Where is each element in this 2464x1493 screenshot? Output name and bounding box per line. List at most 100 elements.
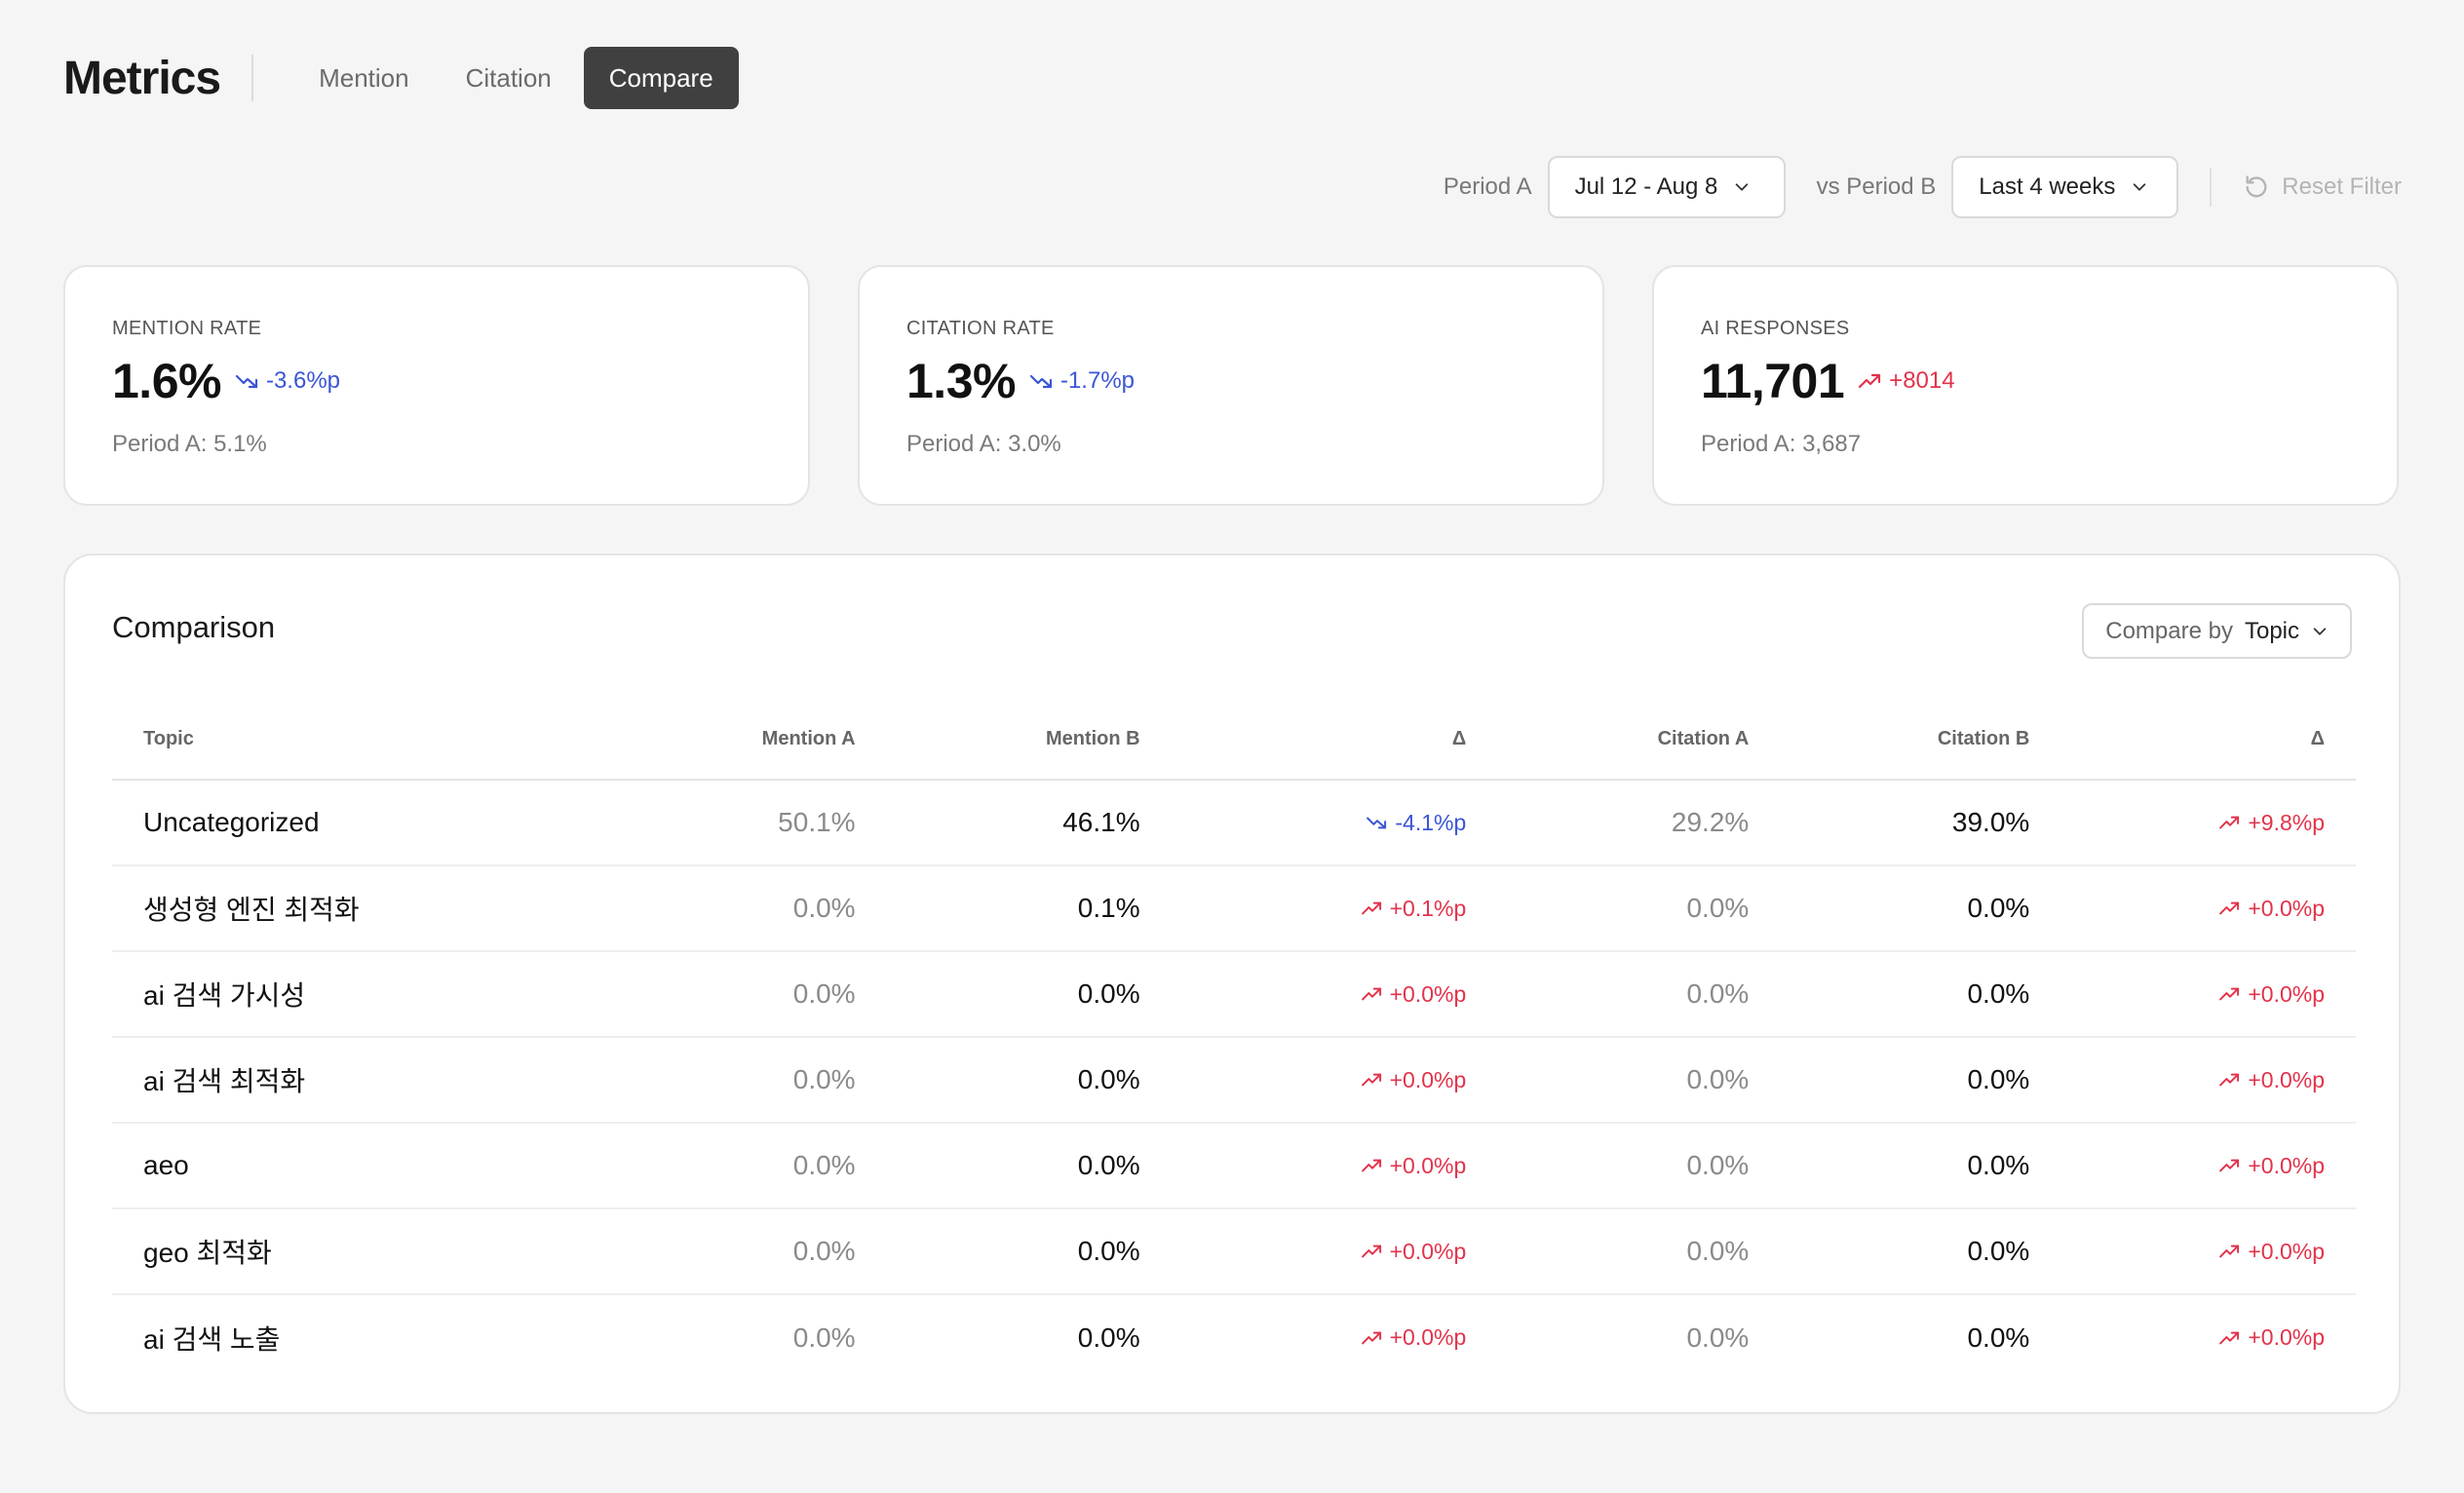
table-row[interactable]: ai 검색 노출 0.0% 0.0% +0.0%p 0.0% 0.0% +0.0%p: [112, 1294, 2356, 1380]
table-row[interactable]: geo 최적화 0.0% 0.0% +0.0%p 0.0% 0.0% +0.0%p: [112, 1208, 2356, 1295]
header: Metrics Mention Citation Compare: [63, 47, 739, 109]
cell-mention-b: 0.0%: [1077, 1321, 1140, 1353]
kpi-sub: Period A: 3,687: [1701, 431, 1862, 457]
delta-value: +0.0%p: [1389, 1238, 1467, 1264]
column-header-mention-a[interactable]: Mention A: [618, 700, 856, 781]
filter-bar: Period A Jul 12 - Aug 8 vs Period B Last…: [1444, 156, 2402, 218]
delta-badge: -4.1%p: [1366, 810, 1466, 836]
kpi-sub: Period A: 3.0%: [906, 431, 1061, 457]
period-a-select[interactable]: Jul 12 - Aug 8: [1547, 156, 1786, 218]
kpi-delta: -3.6%p: [235, 367, 340, 395]
compare-by-select[interactable]: Compare by Topic: [2082, 603, 2352, 659]
cell-mention-delta: +0.0%p: [1140, 1294, 1466, 1380]
title-divider: [251, 55, 254, 101]
delta-badge: +0.0%p: [2218, 896, 2325, 922]
column-header-citation-delta[interactable]: Δ: [2029, 700, 2356, 781]
delta-badge: +0.0%p: [1361, 1152, 1467, 1179]
kpi-card-ai-responses: AI RESPONSES 11,701 +8014 Period A: 3,68…: [1652, 265, 2399, 506]
delta-badge: +0.0%p: [1361, 1238, 1467, 1265]
chevron-down-icon: [2313, 627, 2327, 635]
cell-topic: 생성형 엔진 최적화: [112, 865, 619, 952]
trend-up-icon: [1361, 1331, 1381, 1344]
table-row[interactable]: 생성형 엔진 최적화 0.0% 0.1% +0.1%p 0.0% 0.0% +0.0%p: [112, 865, 2356, 952]
column-header-mention-delta[interactable]: Δ: [1139, 700, 1467, 781]
delta-value: +0.0%p: [2248, 1324, 2325, 1350]
cell-mention-b: 0.0%: [855, 1123, 1140, 1209]
table-row[interactable]: ai 검색 가시성 0.0% 0.0% +0.0%p 0.0% 0.0% +0.0%p: [112, 951, 2356, 1038]
delta-badge: +0.0%p: [1361, 980, 1467, 1008]
delta-value: +0.0%p: [1389, 1066, 1467, 1092]
reset-icon: [2246, 175, 2267, 198]
table-row[interactable]: Uncategorized 50.1% 46.1% -4.1%p 29.2% 39.0% +…: [112, 780, 2356, 866]
period-b-select[interactable]: Last 4 weeks: [1951, 156, 2179, 218]
chevron-down-icon: [1736, 183, 1749, 191]
cell-citation-b: 0.0%: [1749, 1037, 2030, 1124]
kpi-label: AI RESPONSES: [1701, 318, 1850, 339]
kpi-value: 1.3%: [906, 354, 1016, 408]
cell-mention-a: 0.0%: [618, 865, 856, 952]
delta-value: +0.1%p: [1389, 895, 1467, 921]
tab-citation[interactable]: Citation: [465, 63, 552, 93]
kpi-value: 1.6%: [112, 354, 221, 408]
trend-up-icon: [2219, 987, 2240, 1001]
filter-divider: [2210, 168, 2213, 207]
delta-value: +0.0%p: [1389, 1152, 1467, 1178]
tab-compare[interactable]: Compare: [583, 47, 739, 109]
reset-filter-button[interactable]: Reset Filter: [2243, 173, 2402, 201]
kpi-label: CITATION RATE: [906, 318, 1055, 339]
delta-value: +0.0%p: [1389, 980, 1467, 1007]
kpi-delta-value: +8014: [1889, 367, 1955, 394]
column-header-citation-b[interactable]: Citation B: [1749, 700, 2030, 781]
trend-up-icon: [2219, 816, 2240, 829]
table-row[interactable]: aeo 0.0% 0.0% +0.0%p 0.0% 0.0% +0.0%p: [112, 1123, 2356, 1209]
cell-mention-a: 0.0%: [618, 1208, 856, 1295]
delta-value: +0.0%p: [2248, 895, 2325, 921]
delta-value: +9.8%p: [2248, 809, 2325, 835]
cell-citation-b: 0.0%: [1749, 951, 2030, 1038]
kpi-delta: +8014: [1858, 367, 1955, 395]
period-a-label: Period A: [1443, 173, 1532, 200]
cell-citation-a: 0.0%: [1466, 865, 1750, 952]
kpi-card-mention-rate: MENTION RATE 1.6% -3.6%p Period A: 5.1%: [63, 265, 810, 506]
delta-value: +0.0%p: [2248, 1066, 2325, 1092]
cell-mention-a: 0.0%: [618, 1037, 856, 1124]
tab-mention[interactable]: Mention: [319, 63, 409, 93]
delta-badge: +0.0%p: [2218, 1324, 2325, 1351]
kpi-label: MENTION RATE: [112, 318, 262, 339]
trend-up-icon: [2219, 1159, 2240, 1172]
cell-citation-b: 39.0%: [1749, 780, 2030, 866]
column-header-topic[interactable]: Topic: [112, 700, 619, 781]
period-b-value: Last 4 weeks: [1979, 173, 2116, 200]
trend-up-icon: [2219, 1073, 2240, 1087]
kpi-value-row: 1.3% -1.7%p: [906, 353, 1135, 409]
reset-filter-label: Reset Filter: [2282, 173, 2402, 200]
cell-mention-a: 50.1%: [618, 780, 856, 866]
table-header-row: Topic Mention A Mention B Δ Citation A C…: [112, 700, 2356, 781]
cell-citation-b: 0.0%: [1749, 1123, 2030, 1209]
trend-down-icon: [235, 374, 258, 389]
delta-value: +0.0%p: [2248, 980, 2325, 1007]
period-a-value: Jul 12 - Aug 8: [1574, 173, 1718, 200]
table-row[interactable]: ai 검색 최적화 0.0% 0.0% +0.0%p 0.0% 0.0% +0.0%p: [112, 1037, 2356, 1124]
column-header-citation-a[interactable]: Citation A: [1466, 700, 1750, 781]
delta-badge: +9.8%p: [2218, 810, 2325, 836]
page-title: Metrics: [63, 52, 221, 104]
cell-topic: Uncategorized: [112, 780, 619, 866]
comparison-table: Topic Mention A Mention B Δ Citation A C…: [112, 700, 2356, 1380]
chevron-down-icon: [2134, 183, 2146, 191]
trend-up-icon: [1361, 1073, 1381, 1087]
column-header-mention-b[interactable]: Mention B: [855, 700, 1140, 781]
cell-citation-delta: +9.8%p: [2029, 780, 2356, 866]
cell-mention-b: 0.0%: [855, 1208, 1140, 1295]
cell-mention-b: 0.0%: [855, 1037, 1140, 1124]
trend-down-icon: [1367, 817, 1387, 829]
cell-citation-delta: +0.0%p: [2029, 951, 2356, 1038]
cell-citation-a: 0.0%: [1466, 1123, 1750, 1209]
kpi-delta-value: -1.7%p: [1059, 367, 1136, 394]
cell-citation-b: 0.0%: [1749, 1208, 2030, 1295]
kpi-value: 11,701: [1701, 354, 1845, 408]
cell-mention-delta: +0.0%p: [1139, 1123, 1467, 1209]
cell-citation-a: 29.2%: [1466, 780, 1750, 866]
cell-mention-delta: +0.0%p: [1139, 1208, 1467, 1295]
cell-citation-delta: +0.0%p: [2029, 1123, 2356, 1209]
